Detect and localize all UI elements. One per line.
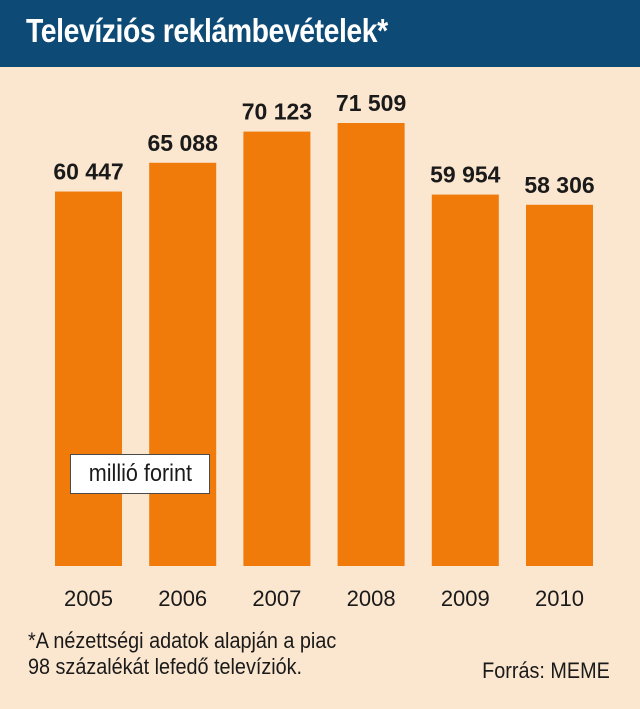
bar-2009 — [431, 194, 499, 567]
chart-title: Televíziós reklámbevételek* — [26, 12, 388, 49]
bar-2005 — [55, 191, 122, 566]
value-label-2009: 59 954 — [430, 162, 501, 188]
value-label-2006: 65 088 — [148, 130, 219, 156]
x-tick-2006: 2006 — [158, 586, 207, 611]
bar-2006 — [149, 162, 217, 566]
x-tick-2010: 2010 — [535, 586, 584, 611]
footnote: *A nézettségi adatok alapján a piac 98 s… — [28, 628, 370, 680]
x-tick-2007: 2007 — [252, 586, 301, 611]
unit-label: millió forint — [88, 460, 192, 487]
source-credit: Forrás: MEME — [482, 658, 610, 683]
unit-label-box: millió forint — [70, 454, 210, 494]
value-label-2010: 58 306 — [524, 172, 594, 198]
footnote-line-1: *A nézettségi adatok alapján a piac — [28, 628, 337, 653]
x-tick-2005: 2005 — [64, 586, 113, 611]
x-tick-2009: 2009 — [441, 586, 490, 611]
value-label-2005: 60 447 — [53, 159, 123, 185]
value-label-2007: 70 123 — [242, 99, 312, 125]
footnote-line-2: 98 százalékát lefedő televíziók. — [28, 654, 303, 679]
bar-2010 — [526, 204, 593, 566]
bar-2008 — [337, 123, 405, 566]
value-label-2008: 71 509 — [336, 90, 406, 116]
header-bar: Televíziós reklámbevételek* — [0, 0, 640, 67]
bar-2007 — [243, 131, 311, 566]
x-tick-2008: 2008 — [347, 586, 396, 611]
